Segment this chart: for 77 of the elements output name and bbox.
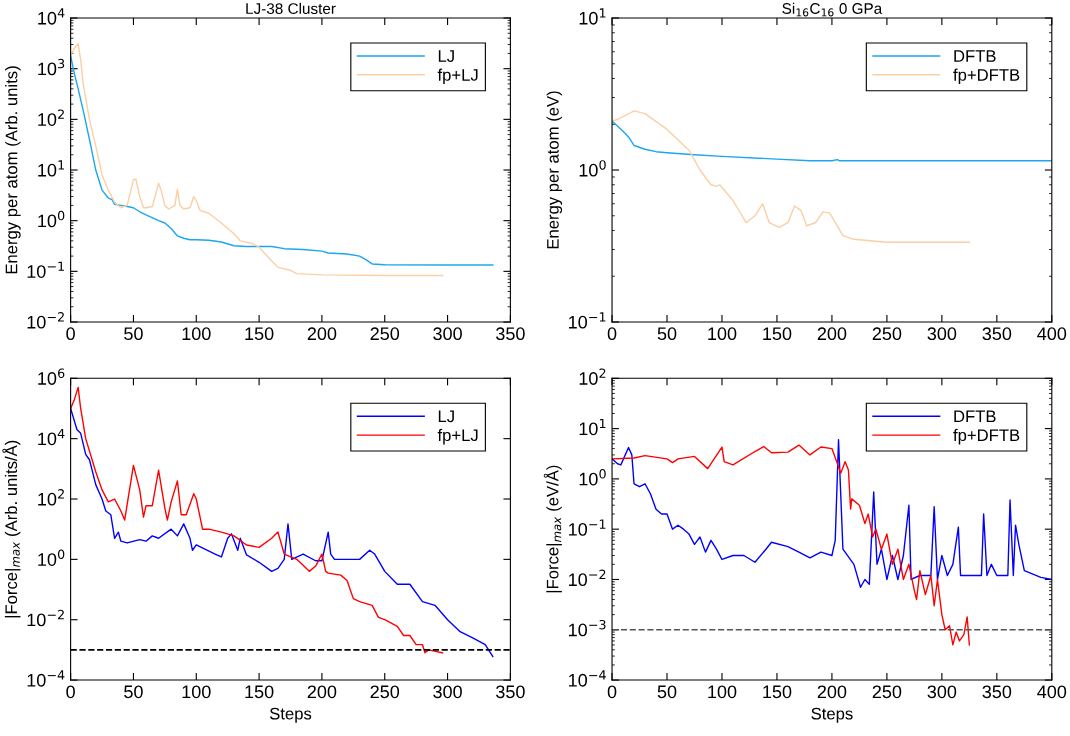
legend-label: fp+LJ <box>437 68 478 85</box>
y-tick-label: 10$^{2}$ <box>579 368 606 385</box>
x-tick-label: 100 <box>708 685 737 699</box>
x-tick-label: 50 <box>657 685 677 699</box>
x-tick-label: 250 <box>370 327 400 341</box>
x-tick-label: 150 <box>245 685 274 699</box>
x-axis-title: Steps <box>269 707 312 723</box>
x-tick-label: 0 <box>66 327 75 341</box>
legend-label: LJ <box>438 410 454 423</box>
y-tick-label: 10$^{−1}$ <box>27 261 64 278</box>
y-tick-label: 10$^{−1}$ <box>569 519 606 536</box>
line-series <box>612 110 971 243</box>
x-tick-label: 200 <box>307 327 337 341</box>
y-tick-label: 10$^{6}$ <box>38 368 65 385</box>
y-tick-label: 10$^{1}$ <box>579 8 606 25</box>
x-tick-label: 50 <box>124 685 143 699</box>
x-tick-label: 400 <box>1037 327 1067 341</box>
y-axis-title: Energy per atom (Arb. units) <box>5 66 21 274</box>
x-tick-label: 150 <box>763 685 792 699</box>
x-tick-label: 50 <box>124 327 143 341</box>
x-tick-label: 300 <box>433 327 462 341</box>
y-tick-label: 10$^{−2}$ <box>569 569 606 587</box>
y-tick-label: 10$^{2}$ <box>38 489 64 506</box>
y-tick-label: 10$^{4}$ <box>38 428 65 446</box>
y-tick-label: 10$^{0}$ <box>38 210 65 228</box>
legend-label: DFTB <box>954 410 996 423</box>
x-tick-label: 50 <box>657 327 677 341</box>
x-tick-label: 250 <box>872 327 902 341</box>
y-axis-title: |Force|$_{max}$ (eV/Å) <box>543 465 562 593</box>
x-tick-label: 0 <box>607 685 617 699</box>
legend-label: LJ <box>438 50 454 62</box>
line-series <box>612 444 971 646</box>
line-series <box>612 120 1052 162</box>
y-tick-label: 10$^{0}$ <box>579 160 606 177</box>
x-tick-label: 250 <box>370 685 400 699</box>
legend-label: fp+DFTB <box>953 428 1020 445</box>
x-tick-label: 250 <box>872 685 902 699</box>
y-tick-label: 10$^{−4}$ <box>27 670 65 687</box>
x-tick-label: 100 <box>708 327 737 341</box>
legend-label: fp+LJ <box>437 428 478 445</box>
y-tick-label: 10$^{−3}$ <box>569 619 606 637</box>
x-tick-label: 200 <box>817 685 847 699</box>
y-axis-title: Energy per atom (eV) <box>546 91 563 249</box>
legend-label: fp+DFTB <box>953 68 1020 85</box>
legend-label: DFTB <box>954 50 996 62</box>
chart-title: Si$_{16}$C$_{16}$ 0 GPa <box>782 2 883 17</box>
x-tick-label: 350 <box>982 327 1012 341</box>
y-tick-label: 10$^{0}$ <box>579 469 606 486</box>
x-tick-label: 350 <box>496 327 525 341</box>
y-tick-label: 10$^{1}$ <box>579 418 606 436</box>
line-series <box>70 407 494 658</box>
y-tick-label: 10$^{0}$ <box>38 549 65 566</box>
y-tick-label: 10$^{−4}$ <box>569 670 606 687</box>
y-axis-title: |Force|$_{max}$ (Arb. units/Å) <box>2 440 21 618</box>
y-tick-label: 10$^{2}$ <box>38 109 64 126</box>
x-tick-label: 400 <box>1037 685 1067 699</box>
y-tick-label: 10$^{4}$ <box>38 8 65 25</box>
x-tick-label: 300 <box>433 685 462 699</box>
y-tick-label: 10$^{3}$ <box>38 58 65 76</box>
x-tick-label: 150 <box>245 327 274 341</box>
x-tick-label: 300 <box>927 685 957 699</box>
x-tick-label: 100 <box>182 685 211 699</box>
x-tick-label: 150 <box>763 327 792 341</box>
x-tick-label: 200 <box>307 685 337 699</box>
chart-title: LJ-38 Cluster <box>246 2 336 15</box>
x-tick-label: 300 <box>927 327 957 341</box>
x-tick-label: 200 <box>817 327 847 341</box>
x-tick-label: 100 <box>182 327 211 341</box>
x-tick-label: 350 <box>982 685 1012 699</box>
x-tick-label: 350 <box>496 685 525 699</box>
y-tick-label: 10$^{−1}$ <box>569 312 606 329</box>
y-tick-label: 10$^{−2}$ <box>27 609 64 627</box>
y-tick-label: 10$^{−2}$ <box>27 312 64 329</box>
y-tick-label: 10$^{1}$ <box>38 160 64 177</box>
x-tick-label: 0 <box>607 327 617 341</box>
x-tick-label: 0 <box>66 685 75 699</box>
x-axis-title: Steps <box>811 707 853 723</box>
